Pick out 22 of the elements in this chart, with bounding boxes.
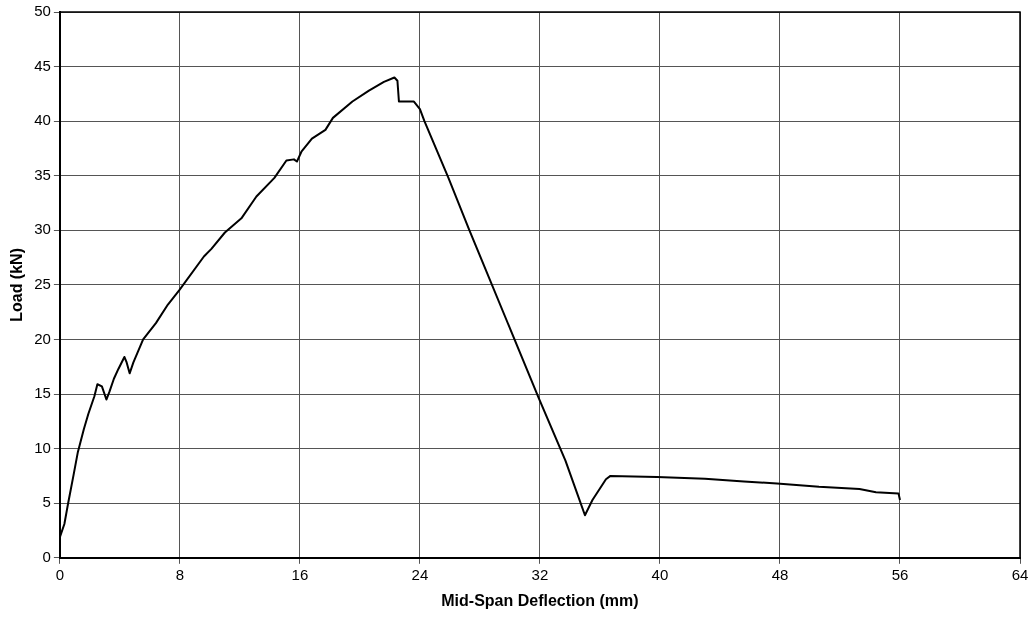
x-tick-label: 48 (771, 565, 789, 583)
y-tick-label: 50 (34, 2, 51, 20)
x-tick-label: 64 (1011, 565, 1029, 583)
y-tick-label: 25 (34, 275, 51, 293)
x-tick-label: 40 (651, 565, 669, 583)
x-tick-label: 32 (531, 565, 549, 583)
x-tick-label: 24 (411, 565, 429, 583)
y-tick-label: 35 (34, 165, 51, 183)
y-tick-label: 15 (34, 384, 51, 402)
x-axis-title: Mid-Span Deflection (mm) (441, 591, 639, 609)
x-tick-label: 0 (55, 565, 65, 583)
y-tick-label: 5 (42, 493, 51, 511)
x-tick-label: 8 (175, 565, 185, 583)
y-tick-label: 20 (34, 329, 51, 347)
x-tick-label: 56 (891, 565, 909, 583)
y-tick-label: 0 (42, 547, 51, 565)
y-axis-title: Load (kN) (8, 248, 26, 322)
y-tick-label: 40 (34, 111, 51, 129)
y-tick-label: 10 (34, 438, 51, 456)
x-tick-label: 16 (291, 565, 309, 583)
y-tick-label: 45 (34, 56, 51, 74)
y-tick-label: 30 (34, 220, 51, 238)
